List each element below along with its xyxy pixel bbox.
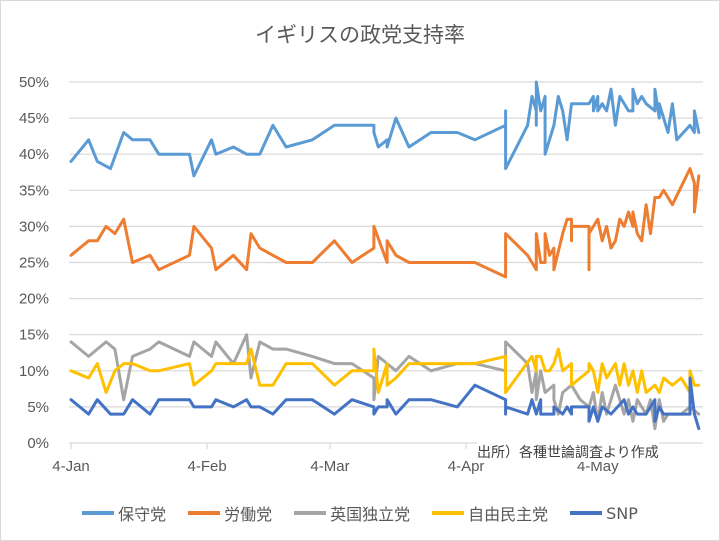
x-tick-label: 4-May bbox=[577, 458, 619, 475]
y-tick-label: 45% bbox=[19, 110, 49, 127]
legend-item: SNP bbox=[570, 501, 638, 525]
y-tick-label: 50% bbox=[19, 74, 49, 91]
legend-swatch bbox=[432, 511, 465, 515]
legend-swatch bbox=[294, 511, 327, 515]
series-line-3 bbox=[69, 347, 701, 394]
legend-label: SNP bbox=[606, 503, 638, 523]
legend-label: 労働党 bbox=[224, 505, 273, 524]
y-tick-label: 0% bbox=[27, 435, 49, 452]
y-tick-label: 30% bbox=[19, 218, 49, 235]
legend-swatch bbox=[188, 511, 221, 515]
legend-swatch bbox=[570, 511, 603, 515]
legend: 保守党 労働党 英国独立党 自由民主党 SNP bbox=[1, 501, 719, 525]
y-tick-label: 15% bbox=[19, 327, 49, 344]
legend-swatch bbox=[82, 511, 115, 515]
legend-label: 英国独立党 bbox=[330, 505, 411, 524]
x-tick-label: 4-Feb bbox=[187, 458, 226, 475]
legend-item: 保守党 bbox=[82, 501, 166, 525]
legend-item: 自由民主党 bbox=[432, 501, 548, 525]
legend-label: 保守党 bbox=[118, 505, 167, 524]
x-tick-label: 4-Jan bbox=[52, 458, 90, 475]
y-tick-label: 10% bbox=[19, 363, 49, 380]
series-line-2 bbox=[69, 333, 701, 431]
series-line-1 bbox=[69, 167, 701, 279]
chart-title: イギリスの政党支持率 bbox=[255, 23, 465, 47]
series-line-4 bbox=[69, 376, 701, 431]
legend-label: 自由民主党 bbox=[468, 505, 549, 524]
y-tick-label: 25% bbox=[19, 255, 49, 272]
y-tick-label: 35% bbox=[19, 182, 49, 199]
y-tick-label: 20% bbox=[19, 291, 49, 308]
x-tick-label: 4-Apr bbox=[448, 458, 485, 475]
y-tick-label: 5% bbox=[27, 399, 49, 416]
series-line-0 bbox=[69, 80, 701, 178]
source-note: 出所）各種世論調査より作成 bbox=[477, 442, 659, 462]
y-tick-label: 40% bbox=[19, 146, 49, 163]
legend-item: 英国独立党 bbox=[294, 501, 410, 525]
legend-item: 労働党 bbox=[188, 501, 272, 525]
x-tick-label: 4-Mar bbox=[310, 458, 349, 475]
